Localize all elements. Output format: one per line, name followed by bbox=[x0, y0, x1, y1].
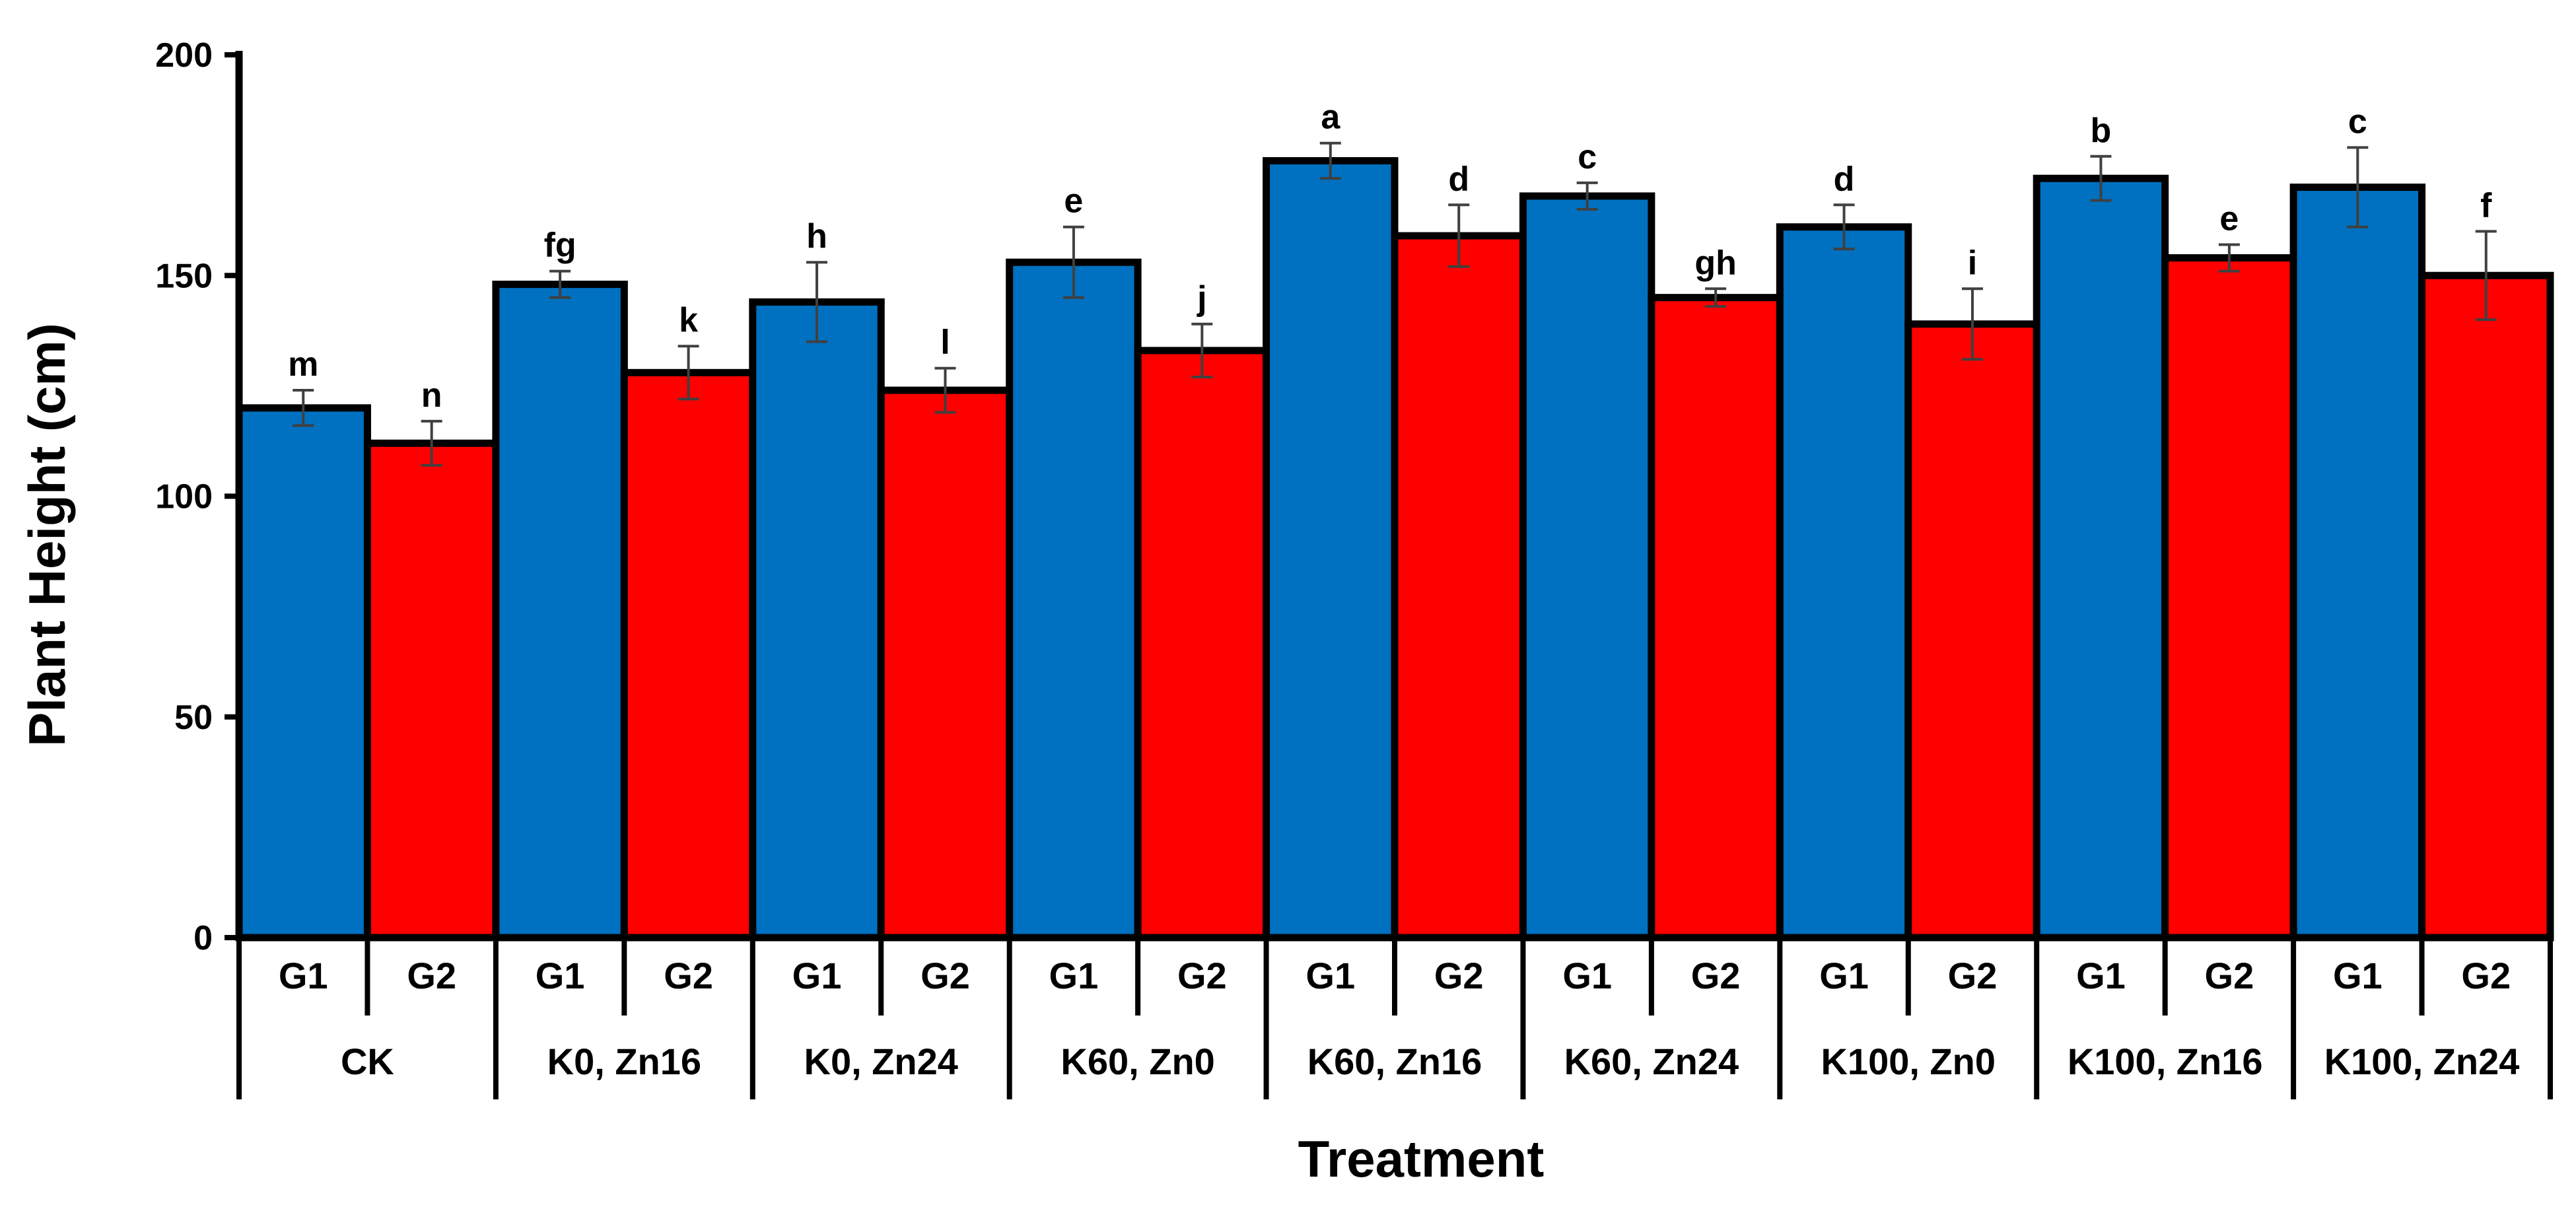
error-bar bbox=[421, 419, 442, 467]
bar-g1-3 bbox=[1006, 258, 1142, 942]
error-bar bbox=[1833, 203, 1855, 251]
subcategory-label: G1 bbox=[279, 955, 328, 996]
group-label: K100, Zn0 bbox=[1821, 1041, 1996, 1082]
significance-label: h bbox=[806, 217, 827, 256]
subcategory-label: G1 bbox=[792, 955, 842, 996]
significance-label: d bbox=[1448, 160, 1469, 198]
significance-label: b bbox=[2091, 112, 2112, 150]
significance-label: a bbox=[1321, 98, 1340, 137]
significance-label: c bbox=[1578, 138, 1597, 176]
error-bar bbox=[1962, 287, 1983, 361]
bar-g2-2 bbox=[877, 386, 1014, 942]
error-bar bbox=[1576, 181, 1598, 211]
error-bar bbox=[2475, 230, 2497, 322]
significance-label: gh bbox=[1694, 244, 1737, 282]
x-axis-title: Treatment bbox=[1298, 1130, 1545, 1188]
significance-label: d bbox=[1834, 160, 1855, 198]
group-label: K60, Zn0 bbox=[1061, 1041, 1214, 1082]
subcategory-label: G2 bbox=[1948, 955, 1998, 996]
subcategory-label: G1 bbox=[1819, 955, 1869, 996]
bar-g1-1 bbox=[492, 281, 628, 942]
subcategory-label: G1 bbox=[1049, 955, 1099, 996]
significance-label: k bbox=[679, 301, 698, 339]
bar-g2-7 bbox=[2161, 254, 2297, 942]
subcategory-label: G2 bbox=[1434, 955, 1484, 996]
significance-label: i bbox=[1968, 244, 1977, 282]
group-label: K60, Zn16 bbox=[1307, 1041, 1482, 1082]
significance-label: e bbox=[2219, 199, 2239, 238]
error-bar bbox=[2090, 155, 2112, 202]
group-label: K0, Zn16 bbox=[547, 1041, 701, 1082]
significance-label: n bbox=[421, 376, 442, 415]
group-label: K60, Zn24 bbox=[1564, 1041, 1739, 1082]
bar-g1-0 bbox=[235, 404, 371, 942]
significance-label: m bbox=[288, 345, 318, 384]
y-tick-label: 0 bbox=[193, 919, 213, 957]
bar-g1-2 bbox=[749, 298, 885, 942]
error-bar bbox=[1705, 287, 1727, 308]
subcategory-label: G1 bbox=[2076, 955, 2126, 996]
significance-label: e bbox=[1064, 182, 1083, 221]
axes: 0 50 100 150 200 G1 G2 CK G1 G2 K0, Zn16 G1 G2 K0, Zn… bbox=[155, 36, 2553, 1099]
significance-label: fg bbox=[544, 226, 576, 265]
bar-g1-8 bbox=[2289, 184, 2426, 942]
group-label: K100, Zn16 bbox=[2068, 1041, 2263, 1082]
subcategory-label: G2 bbox=[1177, 955, 1227, 996]
error-bar bbox=[2218, 243, 2240, 273]
significance-label: c bbox=[2348, 102, 2367, 141]
bar-g2-8 bbox=[2418, 271, 2554, 942]
y-axis-title: Plant Height (cm) bbox=[18, 323, 76, 746]
group-label: CK bbox=[341, 1041, 394, 1082]
error-bar bbox=[1062, 225, 1084, 299]
significance-label: j bbox=[1197, 279, 1206, 318]
bar-g1-4 bbox=[1263, 156, 1399, 942]
bar-g1-7 bbox=[2033, 174, 2169, 942]
subcategory-label: G2 bbox=[2205, 955, 2254, 996]
error-bar bbox=[549, 269, 571, 299]
error-bar bbox=[1448, 203, 1470, 268]
plot-area: m n fg k h l e j a d c gh d i b e c f bbox=[235, 98, 2554, 942]
y-tick-label: 50 bbox=[174, 699, 213, 737]
bar-g1-6 bbox=[1776, 223, 1912, 942]
subcategory-label: G2 bbox=[1691, 955, 1741, 996]
bar-g2-0 bbox=[363, 439, 500, 942]
subcategory-label: G1 bbox=[1305, 955, 1355, 996]
error-bar bbox=[293, 389, 314, 427]
y-tick-label: 200 bbox=[155, 36, 213, 75]
significance-label: l bbox=[940, 324, 950, 362]
error-bar bbox=[934, 366, 956, 414]
error-bar bbox=[1191, 322, 1213, 379]
bar-g2-1 bbox=[620, 368, 757, 942]
subcategory-label: G1 bbox=[1562, 955, 1612, 996]
y-tick-label: 150 bbox=[155, 257, 213, 295]
group-label: K0, Zn24 bbox=[804, 1041, 958, 1082]
error-bar bbox=[678, 345, 699, 401]
error-bar bbox=[2347, 146, 2369, 228]
subcategory-label: G1 bbox=[2333, 955, 2383, 996]
error-bar bbox=[1319, 141, 1341, 180]
bar-g1-5 bbox=[1519, 192, 1655, 942]
subcategory-label: G2 bbox=[2461, 955, 2511, 996]
significance-label: f bbox=[2480, 186, 2492, 224]
bar-g2-4 bbox=[1391, 232, 1527, 942]
subcategory-label: G2 bbox=[921, 955, 970, 996]
bar-g2-3 bbox=[1134, 347, 1271, 942]
error-bar bbox=[806, 261, 827, 343]
subcategory-label: G1 bbox=[536, 955, 585, 996]
subcategory-label: G2 bbox=[407, 955, 456, 996]
bar-g2-5 bbox=[1648, 294, 1784, 942]
subcategory-label: G2 bbox=[664, 955, 713, 996]
y-tick-label: 100 bbox=[155, 478, 213, 516]
group-label: K100, Zn24 bbox=[2324, 1041, 2520, 1082]
bar-g2-6 bbox=[1904, 320, 2040, 942]
